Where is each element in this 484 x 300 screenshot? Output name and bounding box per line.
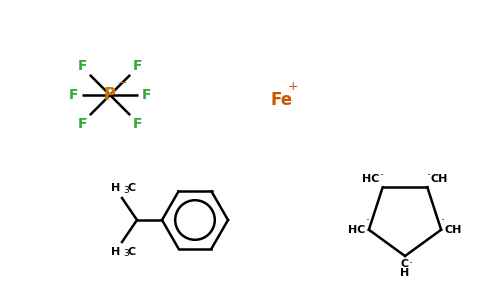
Text: ·: · [440, 214, 444, 227]
Text: 3: 3 [123, 249, 129, 258]
Text: ·: · [426, 169, 430, 182]
Text: P: P [104, 86, 116, 104]
Text: H: H [400, 268, 409, 278]
Text: HC: HC [348, 225, 366, 235]
Text: F: F [77, 117, 87, 131]
Text: Fe: Fe [270, 91, 292, 109]
Text: F: F [142, 88, 151, 102]
Text: F: F [133, 59, 143, 73]
Text: F: F [77, 59, 87, 73]
Text: F: F [69, 88, 78, 102]
Text: ·: · [409, 257, 413, 270]
Text: CH: CH [444, 225, 462, 235]
Text: H: H [111, 183, 120, 193]
Text: F: F [133, 117, 143, 131]
Text: ·: · [379, 169, 384, 182]
Text: 3: 3 [123, 186, 129, 195]
Text: ·: · [366, 214, 370, 227]
Text: CH: CH [430, 174, 448, 184]
Text: C: C [128, 183, 136, 193]
Text: HC: HC [363, 174, 379, 184]
Text: +: + [288, 80, 299, 93]
Text: C: C [401, 259, 409, 269]
Text: −: − [118, 78, 127, 88]
Text: C: C [128, 247, 136, 257]
Text: H: H [111, 247, 120, 257]
